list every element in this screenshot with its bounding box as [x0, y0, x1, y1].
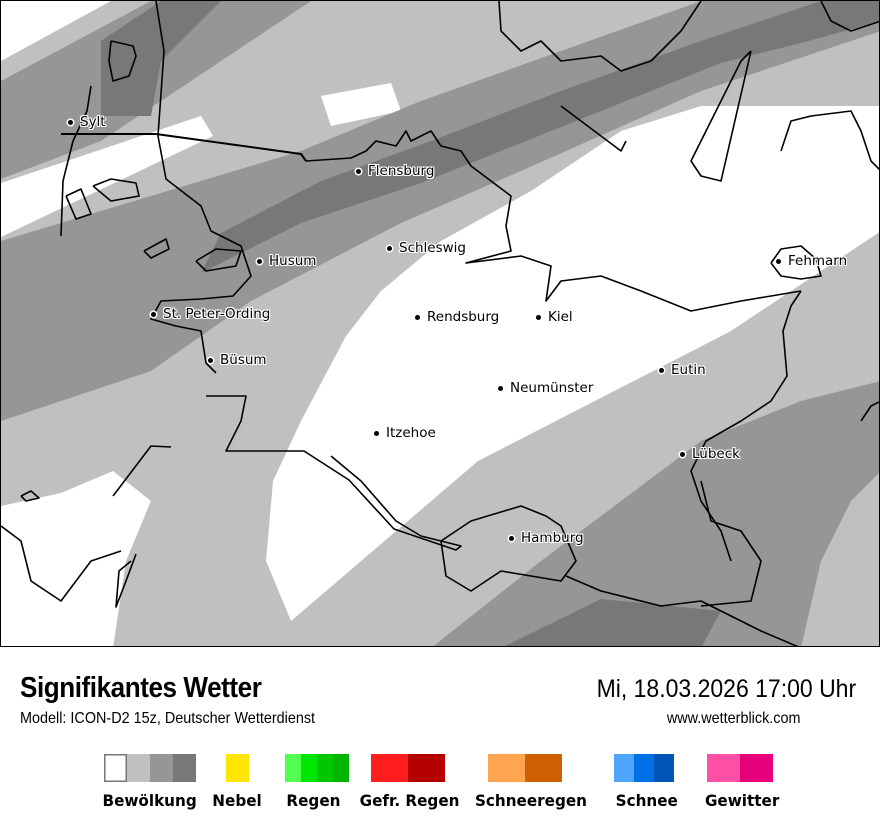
- legend-swatch: [301, 754, 317, 782]
- city-marker-buesum: Büsum: [208, 352, 267, 368]
- legend-swatches-nebel: [226, 754, 249, 782]
- city-dot-icon: [659, 367, 664, 373]
- city-dot-icon: [356, 168, 361, 174]
- city-marker-husum: Husum: [257, 253, 316, 269]
- city-dot-icon: [536, 314, 541, 320]
- city-label: Flensburg: [368, 163, 435, 179]
- legend-swatch: [371, 754, 408, 782]
- legend-label: Gefr. Regen: [359, 791, 460, 810]
- legend-swatch: [707, 754, 740, 782]
- legend-label: Schnee: [615, 791, 678, 810]
- coastlines-and-borders: [1, 1, 879, 646]
- legend-label: Gewitter: [704, 791, 780, 810]
- city-marker-flensburg: Flensburg: [356, 163, 434, 179]
- city-dot-icon: [680, 451, 685, 457]
- clear-sky-area: [266, 106, 879, 621]
- legend-swatch: [127, 754, 150, 782]
- city-label: Hamburg: [521, 530, 584, 546]
- cloud-dark-area: [201, 1, 879, 273]
- legend-swatch: [104, 754, 127, 782]
- city-marker-st-peter-ording: St. Peter-Ording: [151, 306, 270, 322]
- clear-sky-area: [321, 83, 401, 126]
- city-marker-itzehoe: Itzehoe: [374, 425, 436, 441]
- city-label: Husum: [269, 253, 317, 269]
- city-dot-icon: [374, 430, 379, 436]
- city-dot-icon: [208, 357, 213, 363]
- city-dot-icon: [776, 258, 781, 264]
- city-label: Fehmarn: [788, 253, 848, 269]
- city-marker-fehmarn: Fehmarn: [776, 253, 847, 269]
- city-marker-sylt: Sylt: [68, 114, 106, 130]
- cloud-medium-area: [433, 381, 879, 646]
- weather-map: Sylt Flensburg Husum Schleswig St. Peter…: [0, 0, 880, 647]
- city-label: Kiel: [548, 309, 573, 325]
- page-title: Signifikantes Wetter: [20, 672, 262, 704]
- city-marker-eutin: Eutin: [659, 362, 706, 378]
- legend-swatch: [614, 754, 634, 782]
- legend-label: Schneeregen: [474, 791, 587, 810]
- legend-swatch: [488, 754, 525, 782]
- forecast-datetime: Mi, 18.03.2026 17:00 Uhr: [596, 675, 856, 703]
- city-dot-icon: [68, 119, 73, 125]
- city-dot-icon: [415, 314, 420, 320]
- legend-swatch: [408, 754, 445, 782]
- city-dot-icon: [498, 385, 503, 391]
- map-layer: [1, 1, 879, 646]
- city-marker-hamburg: Hamburg: [509, 530, 584, 546]
- city-dot-icon: [257, 258, 262, 264]
- legend-swatch: [150, 754, 173, 782]
- city-label: Eutin: [671, 362, 706, 378]
- legend-swatch: [317, 754, 333, 782]
- legend-swatches-schnee: [614, 754, 674, 782]
- legend-swatches-gefr-regen: [371, 754, 445, 782]
- legend-swatches-schneeregen: [488, 754, 562, 782]
- city-marker-neumuenster: Neumünster: [498, 380, 593, 396]
- city-label: Rendsburg: [427, 309, 500, 325]
- city-label: Büsum: [220, 352, 267, 368]
- clear-sky-area: [1, 471, 151, 646]
- legend-swatches-gewitter: [707, 754, 773, 782]
- city-label: Itzehoe: [386, 425, 436, 441]
- city-marker-kiel: Kiel: [536, 309, 573, 325]
- model-source: Modell: ICON-D2 15z, Deutscher Wetterdie…: [20, 710, 316, 727]
- clear-sky-area: [1, 1, 111, 61]
- legend-swatch: [173, 754, 196, 782]
- cloud-dark-area: [505, 599, 721, 646]
- legend-swatches-bewoelkung: [104, 754, 196, 782]
- legend-swatch: [740, 754, 773, 782]
- city-label: Sylt: [80, 114, 106, 130]
- city-marker-schleswig: Schleswig: [387, 240, 466, 256]
- cloud-dark-area: [101, 1, 221, 116]
- city-label: Neumünster: [510, 380, 594, 396]
- legend-label: Nebel: [212, 791, 262, 810]
- website-link[interactable]: www.wetterblick.com: [666, 710, 800, 727]
- cloud-cover: [1, 1, 879, 646]
- city-marker-luebeck: Lübeck: [680, 446, 740, 462]
- legend-swatches-regen: [285, 754, 349, 782]
- city-label: Lübeck: [692, 446, 740, 462]
- legend-swatch: [525, 754, 562, 782]
- legend-label: Regen: [286, 791, 341, 810]
- city-label: St. Peter-Ording: [163, 306, 271, 322]
- legend-swatch: [654, 754, 674, 782]
- city-marker-rendsburg: Rendsburg: [415, 309, 499, 325]
- legend-label: Bewölkung: [102, 791, 197, 810]
- cloud-medium-area: [1, 1, 879, 421]
- city-dot-icon: [387, 245, 392, 251]
- legend-swatch: [333, 754, 349, 782]
- legend-swatch: [634, 754, 654, 782]
- city-label: Schleswig: [399, 240, 466, 256]
- city-dot-icon: [151, 311, 156, 317]
- legend-swatch: [285, 754, 301, 782]
- legend-swatch: [226, 754, 249, 782]
- city-dot-icon: [509, 535, 514, 541]
